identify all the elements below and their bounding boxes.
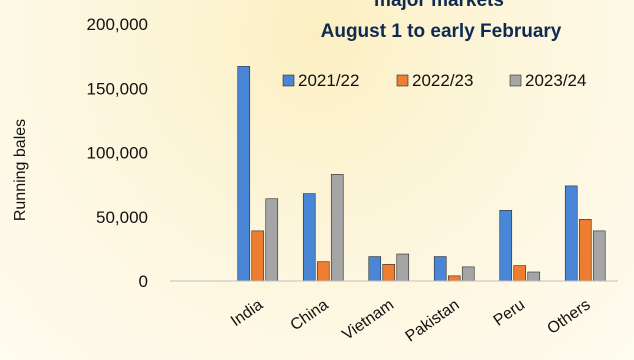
chart-title-line-2: August 1 to early February	[321, 21, 562, 42]
bar-pakistan-2023-24	[461, 266, 475, 282]
bar-vietnam-2021-22	[368, 256, 382, 282]
legend-swatch	[396, 74, 409, 87]
bar-peru-2022-23	[513, 265, 527, 282]
bar-india-2022-23	[251, 230, 265, 282]
x-tick-label: Others	[544, 296, 593, 337]
x-tick-label: China	[288, 296, 332, 334]
legend-swatch	[282, 74, 295, 87]
bar-others-2022-23	[578, 219, 592, 282]
bar-china-2022-23	[316, 261, 330, 282]
bar-india-2021-22	[237, 66, 251, 282]
bar-peru-2021-22	[499, 210, 513, 282]
bar-india-2023-24	[265, 198, 279, 282]
x-tick-label: India	[228, 296, 266, 330]
bar-pakistan-2021-22	[433, 256, 447, 282]
bar-vietnam-2022-23	[382, 263, 396, 282]
bar-pakistan-2022-23	[447, 275, 461, 282]
x-tick-label: Pakistan	[403, 296, 463, 345]
y-tick-label: 50,000	[96, 208, 148, 227]
x-tick-label: Vietnam	[339, 296, 397, 343]
y-tick-label: 200,000	[87, 15, 148, 34]
bar-peru-2023-24	[527, 271, 541, 282]
y-tick-label: 150,000	[87, 79, 148, 98]
chart-title-line-1: major markets	[374, 0, 504, 11]
bar-others-2023-24	[592, 230, 606, 282]
legend-label: 2022/23	[412, 71, 473, 90]
y-axis: 0 50,000 100,000 150,000 200,000	[87, 15, 148, 291]
bars	[237, 66, 606, 282]
x-axis-labels: India China Vietnam Pakistan Peru Others	[228, 296, 594, 345]
bar-china-2021-22	[302, 193, 316, 282]
chart-title: major markets August 1 to early February	[321, 0, 562, 42]
legend-swatch	[509, 74, 522, 87]
y-tick-label: 0	[139, 272, 148, 291]
legend-label: 2023/24	[525, 71, 586, 90]
y-axis-title: Running bales	[12, 119, 29, 221]
x-tick-label: Peru	[491, 296, 528, 329]
legend: 2021/22 2022/23 2023/24	[282, 71, 586, 90]
y-tick-label: 100,000	[87, 144, 148, 163]
bar-others-2021-22	[564, 185, 578, 282]
bar-vietnam-2023-24	[396, 253, 410, 282]
legend-label: 2021/22	[298, 71, 359, 90]
bar-china-2023-24	[330, 174, 344, 282]
